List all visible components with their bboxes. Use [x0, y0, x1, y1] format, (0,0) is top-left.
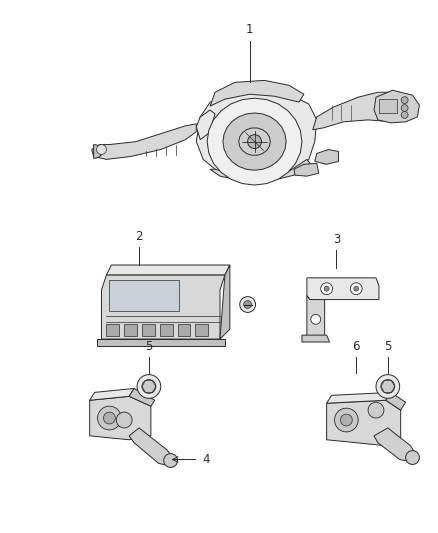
Polygon shape [374, 90, 420, 123]
Circle shape [247, 135, 261, 149]
Circle shape [321, 283, 332, 295]
Polygon shape [196, 90, 317, 179]
Polygon shape [129, 389, 155, 406]
Circle shape [376, 375, 400, 398]
Circle shape [103, 412, 115, 424]
Polygon shape [294, 163, 319, 176]
Polygon shape [313, 92, 417, 130]
Circle shape [240, 296, 255, 312]
Polygon shape [94, 144, 102, 158]
Circle shape [381, 379, 395, 393]
Polygon shape [374, 428, 416, 462]
Polygon shape [96, 339, 225, 346]
Text: 3: 3 [333, 233, 340, 246]
Circle shape [350, 283, 362, 295]
Circle shape [311, 314, 321, 324]
Circle shape [96, 144, 106, 155]
Text: 4: 4 [202, 453, 210, 466]
Bar [177, 324, 191, 336]
Circle shape [142, 379, 156, 393]
Circle shape [354, 286, 359, 291]
Polygon shape [327, 400, 401, 446]
Polygon shape [223, 113, 286, 170]
Text: 5: 5 [384, 340, 392, 353]
Polygon shape [129, 428, 173, 465]
Polygon shape [102, 275, 225, 339]
Polygon shape [90, 389, 134, 400]
Circle shape [244, 301, 251, 309]
Circle shape [401, 111, 408, 118]
Circle shape [401, 96, 408, 103]
Text: 5: 5 [145, 340, 152, 353]
Circle shape [137, 375, 161, 398]
Polygon shape [210, 159, 311, 181]
Bar [195, 324, 208, 336]
Circle shape [164, 454, 177, 467]
Circle shape [406, 450, 420, 464]
Circle shape [98, 406, 121, 430]
Polygon shape [302, 335, 329, 342]
Text: 1: 1 [246, 23, 253, 36]
Bar [379, 99, 397, 113]
Circle shape [340, 414, 352, 426]
Bar [142, 324, 155, 336]
Polygon shape [327, 392, 391, 403]
Bar [160, 324, 173, 336]
Circle shape [117, 412, 132, 428]
Polygon shape [386, 392, 406, 410]
Polygon shape [210, 80, 304, 106]
Bar [110, 280, 179, 311]
Polygon shape [106, 265, 230, 275]
Polygon shape [90, 397, 151, 440]
Polygon shape [196, 110, 215, 140]
Bar [106, 324, 119, 336]
Circle shape [324, 286, 329, 291]
Bar [124, 324, 137, 336]
Polygon shape [315, 149, 339, 164]
Polygon shape [207, 98, 302, 185]
Polygon shape [239, 128, 270, 155]
Polygon shape [92, 124, 196, 159]
Polygon shape [307, 296, 325, 339]
Circle shape [368, 402, 384, 418]
Circle shape [401, 104, 408, 111]
Circle shape [335, 408, 358, 432]
Polygon shape [307, 278, 379, 300]
Text: 2: 2 [135, 230, 143, 243]
Text: 6: 6 [353, 340, 360, 353]
Polygon shape [220, 265, 230, 339]
